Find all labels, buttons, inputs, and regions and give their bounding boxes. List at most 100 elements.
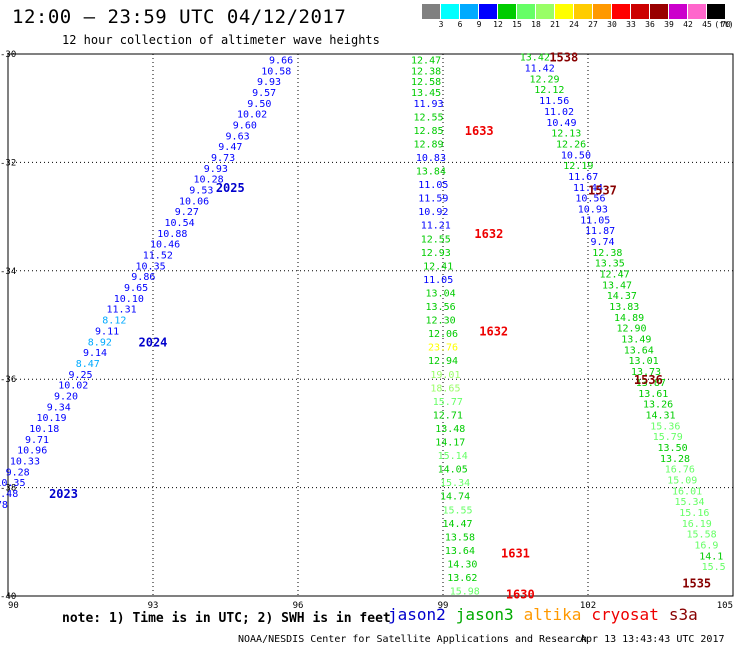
- swh-value-label: 13.47: [602, 280, 632, 291]
- page-title: 12:00 – 23:59 UTC 04/12/2017: [12, 6, 347, 28]
- swh-value-label: 16.76: [665, 465, 695, 476]
- swh-value-label: 12.47: [411, 55, 441, 66]
- colorbar-label: 21: [550, 20, 560, 29]
- swh-value-label: 15.58: [687, 530, 717, 541]
- swh-value-label: 10.88: [157, 229, 187, 240]
- swh-value-label: 12.58: [411, 77, 441, 88]
- swh-value-label: 11.87: [585, 226, 615, 237]
- swh-value-label: 12.30: [426, 316, 456, 327]
- swh-value-label: 9.86: [131, 272, 155, 283]
- swh-value-label: 8.12: [102, 316, 126, 327]
- swh-value-label: 11.56: [539, 96, 569, 107]
- swh-value-label: 9.71: [25, 435, 49, 446]
- swh-value-label: 11.05: [418, 180, 448, 191]
- swh-value-label: 12.12: [534, 85, 564, 96]
- swh-value-label: 12.13: [551, 129, 581, 140]
- colorbar-label: 15: [512, 20, 522, 29]
- colorbar-swatch: [460, 4, 478, 19]
- swh-value-label: 9.57: [252, 88, 276, 99]
- swh-value-label: 14.89: [614, 313, 644, 324]
- swh-value-label: 12.90: [616, 324, 646, 335]
- colorbar-swatch: [669, 4, 687, 19]
- swh-value-label: 14.37: [607, 291, 637, 302]
- swh-value-label: 13.58: [445, 532, 475, 543]
- swh-value-label: 13.45: [411, 88, 441, 99]
- swh-value-label: 9.93: [204, 164, 228, 175]
- colorbar-swatch: [650, 4, 668, 19]
- colorbar-label: 42: [683, 20, 693, 29]
- satellite-legend-item: cryosat: [591, 605, 659, 624]
- colorbar-label: 18: [531, 20, 541, 29]
- swh-value-label: 13.56: [426, 302, 456, 313]
- swh-value-label: 9.74: [590, 237, 614, 248]
- swh-value-label: 10.93: [578, 204, 608, 215]
- satellite-legend-item: s3a: [668, 605, 698, 624]
- swh-value-label: 15.5: [702, 562, 726, 573]
- pass-time-label: 1632: [479, 324, 508, 338]
- swh-value-label: 14.17: [435, 438, 465, 449]
- swh-value-label: 13.04: [426, 288, 456, 299]
- swh-value-label: 11.59: [418, 194, 448, 205]
- swh-value-label: 15.98: [450, 587, 480, 598]
- colorbar-swatch: [536, 4, 554, 19]
- swh-value-label: 10.83: [416, 153, 446, 164]
- swh-value-label: 9.50: [247, 99, 271, 110]
- swh-value-label: 13.87: [636, 378, 666, 389]
- swh-value-label: 15.36: [650, 421, 680, 432]
- swh-value-label: 16.19: [682, 519, 712, 530]
- colorbar-label: (ft): [714, 20, 734, 29]
- swh-value-label: 12.71: [433, 410, 463, 421]
- pass-time-label: 1630: [506, 587, 535, 601]
- swh-value-label: 9.66: [269, 55, 293, 66]
- swh-value-label: 9.47: [218, 142, 242, 153]
- y-tick-label: -34: [0, 267, 16, 277]
- swh-value-label: 10.35: [136, 261, 166, 272]
- swh-value-label: 15.55: [442, 505, 472, 516]
- swh-value-label: 12.41: [423, 261, 453, 272]
- swh-value-label: 10.19: [36, 413, 66, 424]
- swh-value-label: 13.62: [447, 573, 477, 584]
- swh-value-label: 11.02: [544, 107, 574, 118]
- colorbar-swatch: [593, 4, 611, 19]
- swh-value-label: 13.28: [660, 454, 690, 465]
- swh-value-label: 12.29: [529, 74, 559, 85]
- colorbar-label: 27: [588, 20, 598, 29]
- pass-time-label: 1632: [474, 227, 503, 241]
- swh-value-label: 12.85: [413, 126, 443, 137]
- swh-value-label: 10.92: [418, 207, 448, 218]
- pass-time-label: 2024: [139, 335, 168, 349]
- swh-value-label: 13.61: [638, 389, 668, 400]
- swh-value-label: 9.53: [189, 186, 213, 197]
- swh-value-label: 10.50: [561, 150, 591, 161]
- swh-value-label: 9.14: [83, 348, 107, 359]
- satellite-legend-item: altika: [523, 605, 582, 624]
- swh-value-label: 16.9: [694, 541, 718, 552]
- swh-value-label: 14.05: [438, 465, 468, 476]
- colorbar-swatch: [422, 4, 440, 19]
- swh-value-label: 10.46: [150, 240, 180, 251]
- swh-value-label: 8.47: [76, 359, 100, 370]
- pass-time-label: 2025: [216, 181, 245, 195]
- swh-value-label: 13.35: [595, 259, 625, 270]
- swh-value-label: 9.34: [47, 402, 71, 413]
- colorbar-label: 6: [457, 20, 463, 29]
- pass-time-label: 1536: [634, 373, 663, 387]
- swh-value-label: 23.76: [428, 343, 458, 354]
- swh-value-label: 9.20: [54, 391, 78, 402]
- swh-value-label: 10.58: [261, 66, 291, 77]
- swh-value-label: 14.1: [699, 551, 723, 562]
- swh-value-label: 12.55: [421, 234, 451, 245]
- x-tick-label: 93: [148, 601, 159, 611]
- swh-value-label: 12.38: [411, 66, 441, 77]
- colorbar-label: 24: [569, 20, 579, 29]
- swh-value-label: 11.21: [421, 221, 451, 232]
- pass-time-label: 2023: [49, 487, 78, 501]
- swh-value-label: 12.94: [428, 356, 458, 367]
- swh-value-label: 15.77: [433, 397, 463, 408]
- swh-value-label: 15.34: [440, 478, 470, 489]
- swh-value-label: 11.05: [580, 215, 610, 226]
- x-tick-label: 102: [580, 601, 596, 611]
- swh-value-label: 12.06: [428, 329, 458, 340]
- swh-value-label: 12.47: [600, 270, 630, 281]
